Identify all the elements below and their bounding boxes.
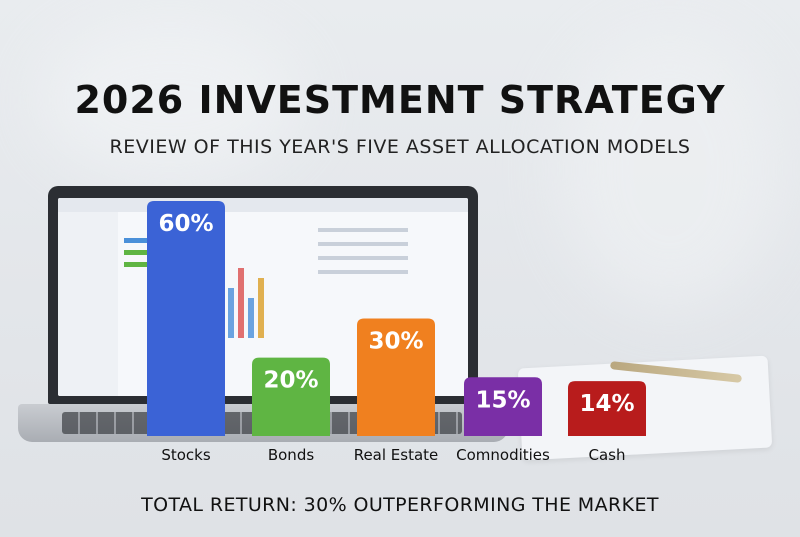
category-label: Comnodities [456, 446, 550, 464]
category-label: Real Estate [354, 446, 439, 464]
bar-value-label: 30% [368, 329, 423, 355]
bar-value-label: 20% [263, 368, 318, 394]
bar-value-label: 14% [579, 391, 634, 417]
category-label: Cash [589, 446, 626, 464]
bar-cash [568, 381, 646, 436]
category-label: Bonds [268, 446, 314, 464]
bar-stocks [147, 201, 225, 436]
bar-real-estate [357, 318, 435, 436]
chart-subtitle: REVIEW OF THIS YEAR'S FIVE ASSET ALLOCAT… [109, 136, 691, 158]
background-blur-right [560, 30, 780, 310]
background-blur-left [40, 20, 300, 180]
bar-value-label: 60% [158, 211, 213, 237]
bar-value-label: 15% [475, 387, 530, 413]
bar-comnodities [464, 377, 542, 436]
chart-title: 2026 INVESTMENT STRATEGY [74, 78, 726, 122]
category-label: Stocks [161, 446, 211, 464]
footer-summary: TOTAL RETURN: 30% OUTPERFORMING THE MARK… [141, 494, 659, 516]
bar-bonds [252, 357, 330, 436]
